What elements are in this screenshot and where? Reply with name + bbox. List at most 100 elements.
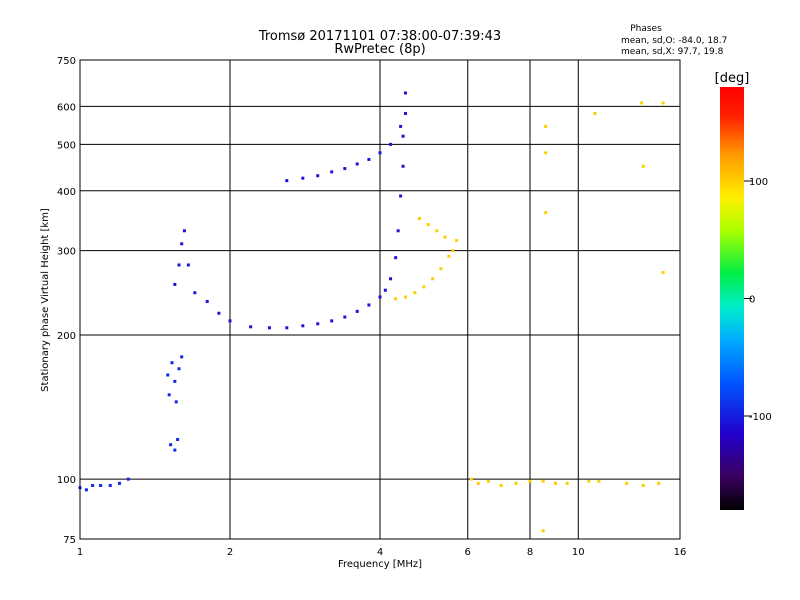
data-point — [389, 277, 393, 281]
data-point — [403, 91, 407, 95]
data-point — [383, 288, 387, 292]
data-point — [593, 111, 597, 115]
data-point — [228, 319, 232, 323]
data-point — [193, 291, 197, 295]
x-tick-label: 2 — [227, 547, 233, 558]
data-point — [469, 477, 473, 481]
data-points-layer — [78, 91, 665, 533]
x-tick-label: 6 — [465, 547, 471, 558]
data-point — [186, 263, 190, 267]
data-point — [396, 229, 400, 233]
data-point — [399, 124, 403, 128]
data-point — [553, 481, 557, 485]
data-point — [661, 271, 665, 275]
colorbar-tick-label: 100 — [749, 177, 768, 188]
data-point — [117, 481, 121, 485]
data-point — [486, 479, 490, 483]
colorbar-ticks: 100 0 -100 — [744, 177, 772, 423]
x-tick-label: 1 — [77, 547, 83, 558]
data-point — [641, 483, 645, 487]
data-point — [499, 483, 503, 487]
data-point — [394, 256, 398, 260]
data-point — [182, 229, 186, 233]
data-point — [378, 295, 382, 299]
colorbar-label: [deg] — [715, 71, 750, 86]
y-axis-label: Stationary phase Virtual Height [km] — [40, 208, 51, 392]
data-point — [167, 393, 171, 397]
data-point — [541, 479, 545, 483]
data-point — [166, 373, 170, 377]
stats-line-x: mean, sd,X: 97.7, 19.8 — [621, 47, 724, 57]
data-point — [285, 326, 289, 330]
data-point — [544, 211, 548, 215]
data-point — [177, 367, 181, 371]
data-point — [443, 235, 447, 239]
colorbar-tick-label: 0 — [749, 295, 755, 306]
colorbar — [720, 87, 744, 510]
data-point — [217, 311, 221, 315]
y-tick-label: 200 — [57, 331, 76, 342]
tick-labels-layer: 1 2 4 6 8 10 16 75 100 200 300 400 500 600 750 — [57, 56, 686, 558]
plot-frame — [79, 59, 681, 540]
y-tick-label: 500 — [57, 140, 76, 151]
data-point — [301, 324, 305, 328]
data-point — [625, 481, 629, 485]
data-point — [176, 438, 180, 442]
data-point — [435, 229, 439, 233]
y-tick-label: 75 — [63, 535, 76, 546]
data-point — [439, 267, 443, 271]
data-point — [205, 299, 209, 303]
data-point — [451, 249, 455, 253]
x-axis-label: Frequency [MHz] — [338, 559, 422, 570]
x-tick-label: 16 — [674, 547, 687, 558]
data-point — [476, 481, 480, 485]
stats-line-o: mean, sd,O: -84.0, 18.7 — [621, 36, 727, 46]
data-point — [330, 170, 334, 174]
data-point — [417, 217, 421, 221]
data-point — [267, 326, 271, 330]
data-point — [367, 157, 371, 161]
data-point — [403, 295, 407, 299]
data-point — [431, 277, 435, 281]
data-point — [330, 319, 334, 323]
chart-title: Tromsø 20171101 07:38:00-07:39:43 — [258, 29, 501, 44]
data-point — [413, 291, 417, 295]
data-point — [401, 134, 405, 138]
data-point — [174, 400, 178, 404]
data-point — [343, 167, 347, 171]
data-point — [180, 242, 184, 246]
y-tick-label: 100 — [57, 475, 76, 486]
data-point — [177, 263, 181, 267]
data-point — [173, 448, 177, 452]
data-point — [587, 479, 591, 483]
y-tick-label: 750 — [57, 56, 76, 67]
data-point — [544, 151, 548, 155]
data-point — [403, 111, 407, 115]
data-point — [301, 176, 305, 180]
data-point — [422, 285, 426, 289]
data-point — [426, 223, 430, 227]
data-point — [367, 303, 371, 307]
y-tick-label: 400 — [57, 187, 76, 198]
x-tick-label: 8 — [527, 547, 533, 558]
data-point — [108, 483, 112, 487]
grid-layer — [80, 60, 680, 539]
data-point — [378, 151, 382, 155]
y-tick-label: 300 — [57, 247, 76, 258]
data-point — [514, 481, 518, 485]
data-point — [394, 297, 398, 301]
data-point — [640, 101, 644, 105]
data-point — [343, 315, 347, 319]
data-point — [455, 238, 459, 242]
data-point — [355, 309, 359, 313]
data-point — [126, 477, 130, 481]
data-point — [399, 194, 403, 198]
data-point — [170, 361, 174, 365]
data-point — [597, 479, 601, 483]
data-point — [401, 164, 405, 168]
x-tick-label: 10 — [572, 547, 585, 558]
data-point — [316, 322, 320, 326]
data-point — [641, 164, 645, 168]
data-point — [541, 529, 545, 533]
